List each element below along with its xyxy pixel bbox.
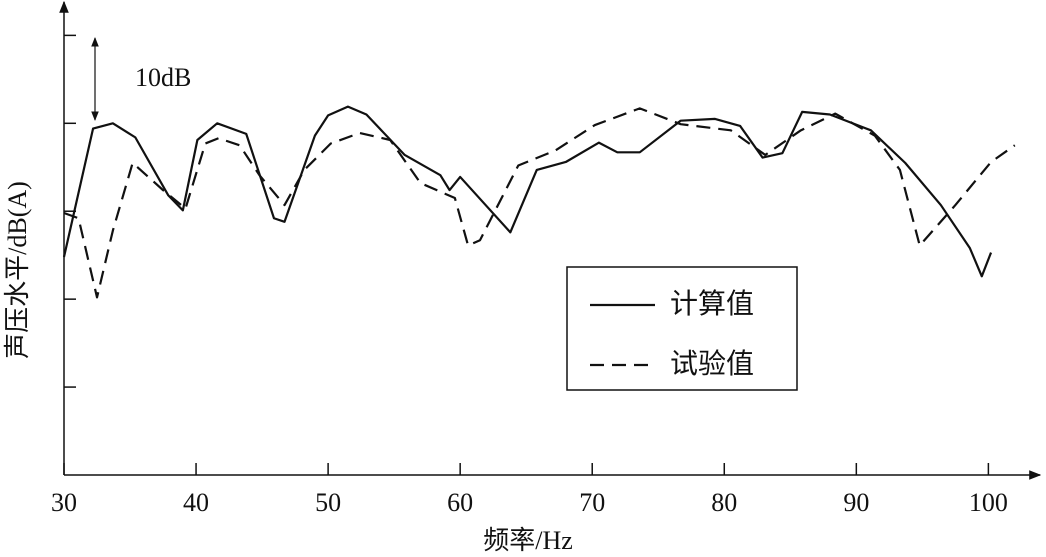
x-tick-label: 70 bbox=[579, 488, 605, 517]
x-tick-label: 60 bbox=[447, 488, 473, 517]
x-axis-label: 频率/Hz bbox=[483, 526, 573, 555]
x-tick-label: 30 bbox=[51, 488, 77, 517]
legend-box bbox=[566, 266, 798, 391]
x-tick-label: 100 bbox=[969, 488, 1008, 517]
annotation: 10dB bbox=[135, 63, 191, 92]
x-tick-label: 40 bbox=[183, 488, 209, 517]
series-line bbox=[62, 105, 993, 278]
x-tick-label: 90 bbox=[843, 488, 869, 517]
legend-label: 计算值 bbox=[670, 287, 754, 320]
y-axis-label: 声压水平/dB(A) bbox=[3, 181, 32, 359]
series-line bbox=[63, 107, 1016, 299]
legend-label: 试验值 bbox=[670, 347, 754, 380]
x-tick-label: 80 bbox=[711, 488, 737, 517]
x-tick-label: 50 bbox=[315, 488, 341, 517]
